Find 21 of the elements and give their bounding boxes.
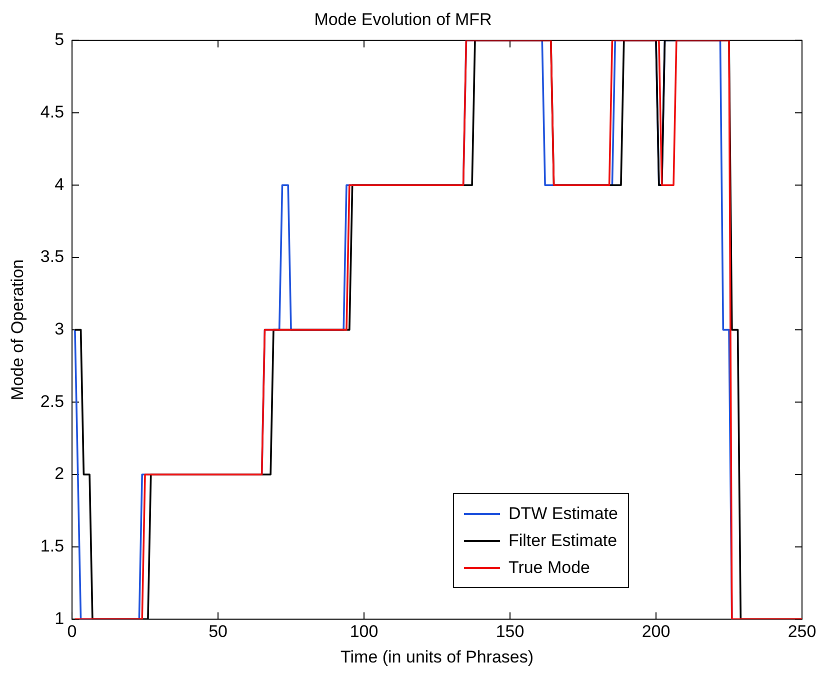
y-tick-label: 1.5	[40, 536, 64, 556]
y-tick-label: 1	[54, 608, 64, 628]
x-axis-title: Time (in units of Phrases)	[340, 647, 534, 666]
legend-label: Filter Estimate	[508, 530, 618, 550]
x-tick-label: 150	[496, 622, 524, 642]
legend-label: True Mode	[508, 558, 590, 578]
y-tick-label: 2	[54, 464, 64, 484]
y-tick-label: 5	[54, 30, 64, 50]
y-tick-label: 4.5	[40, 102, 64, 122]
y-tick-label: 3.5	[40, 247, 64, 266]
legend-label: DTW Estimate	[508, 504, 618, 524]
x-tick-label: 200	[642, 622, 670, 642]
chart-title: Mode Evolution of MFR	[314, 10, 492, 29]
y-tick-label: 4	[54, 174, 64, 194]
y-axis-title: Mode of Operation	[8, 259, 27, 400]
x-tick-label: 100	[350, 622, 378, 642]
x-tick-label: 0	[67, 622, 77, 642]
x-tick-label: 250	[788, 622, 816, 642]
y-tick-label: 2.5	[40, 392, 64, 411]
x-tick-label: 50	[208, 622, 228, 642]
y-tick-label: 3	[54, 319, 64, 338]
